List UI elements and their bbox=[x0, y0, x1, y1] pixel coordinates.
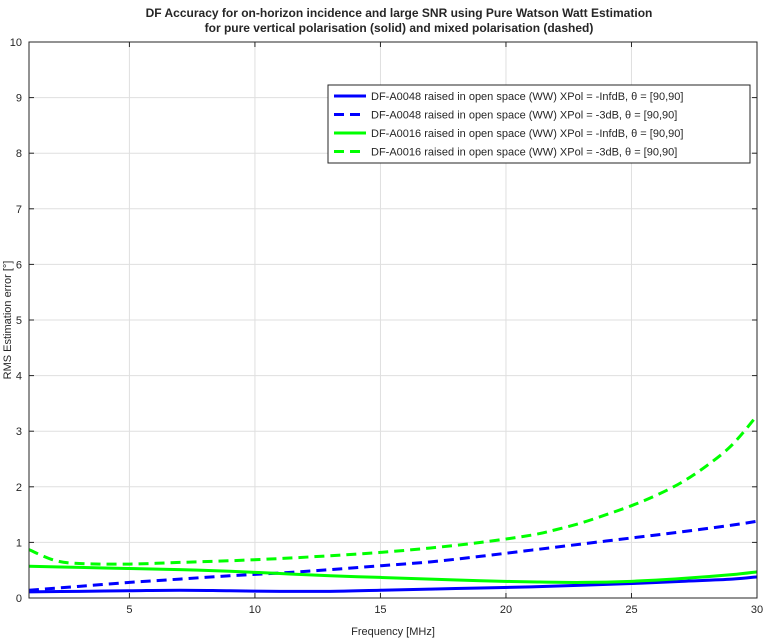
x-tick-label: 30 bbox=[751, 604, 763, 616]
y-tick-label: 2 bbox=[16, 482, 22, 494]
series-line-4 bbox=[28, 414, 759, 566]
y-axis-label: RMS Estimation error [°] bbox=[2, 261, 14, 380]
x-axis-label: Frequency [MHz] bbox=[351, 626, 435, 638]
legend-label-3: DF-A0016 raised in open space (WW) XPol … bbox=[371, 128, 683, 140]
y-tick-label: 4 bbox=[16, 371, 22, 383]
legend-label-4: DF-A0016 raised in open space (WW) XPol … bbox=[371, 147, 677, 159]
x-tick-label: 15 bbox=[374, 604, 386, 616]
x-tick-label: 5 bbox=[126, 604, 132, 616]
ticks: 5 10 15 20 25 30 0 1 2 3 4 5 6 7 8 9 10 bbox=[10, 37, 763, 616]
legend-box bbox=[327, 84, 751, 164]
legend-label-1: DF-A0048 raised in open space (WW) XPol … bbox=[371, 91, 683, 103]
y-tick-label: 8 bbox=[16, 148, 22, 160]
y-tick-label: 0 bbox=[16, 593, 22, 605]
y-tick-label: 9 bbox=[16, 93, 22, 105]
y-tick-label: 1 bbox=[16, 537, 22, 549]
chart-subtitle: for pure vertical polarisation (solid) a… bbox=[205, 21, 594, 35]
y-tick-label: 3 bbox=[16, 426, 22, 438]
y-tick-label: 5 bbox=[16, 315, 22, 327]
legend: DF-A0048 raised in open space (WW) XPol … bbox=[327, 84, 751, 164]
series-line-1 bbox=[28, 575, 758, 594]
chart-title: DF Accuracy for on-horizon incidence and… bbox=[146, 6, 653, 20]
x-tick-label: 10 bbox=[249, 604, 261, 616]
y-tick-label: 6 bbox=[16, 259, 22, 271]
x-tick-label: 20 bbox=[500, 604, 512, 616]
legend-label-2: DF-A0048 raised in open space (WW) XPol … bbox=[371, 110, 677, 122]
series-line-3 bbox=[28, 564, 758, 584]
y-tick-label: 10 bbox=[10, 37, 22, 49]
x-tick-label: 25 bbox=[625, 604, 637, 616]
series-line-2 bbox=[28, 519, 758, 592]
y-tick-label: 7 bbox=[16, 204, 22, 216]
series-lines bbox=[28, 414, 759, 594]
